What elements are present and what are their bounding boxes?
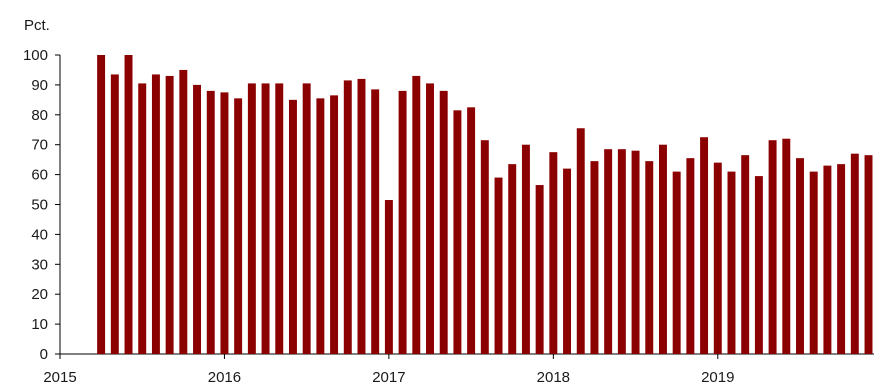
bar	[508, 164, 517, 354]
bar	[700, 137, 709, 354]
bar	[617, 149, 626, 354]
bar	[220, 92, 229, 354]
bar	[467, 107, 476, 354]
bar	[165, 75, 174, 355]
bar	[782, 138, 791, 354]
bar	[631, 150, 640, 354]
bar	[398, 90, 407, 354]
bar	[193, 84, 202, 355]
bar	[686, 158, 695, 354]
y-tick-label: 90	[31, 77, 48, 94]
bar	[138, 83, 147, 354]
bar	[110, 74, 119, 354]
bar	[713, 162, 722, 354]
bar	[864, 155, 873, 354]
y-tick-label: 50	[31, 197, 48, 214]
bar	[809, 171, 818, 354]
x-axis: 2015 2016 2017 2018 2019	[43, 353, 874, 386]
bar	[796, 158, 804, 354]
bar	[343, 80, 352, 354]
bar	[330, 95, 339, 355]
bar	[658, 144, 667, 354]
bar	[288, 99, 297, 354]
x-tick-label: 2016	[208, 369, 241, 386]
bar	[234, 98, 243, 354]
bar	[741, 155, 750, 354]
bar	[494, 177, 503, 354]
bar	[672, 171, 681, 354]
bar	[316, 98, 325, 354]
y-tick-label: 60	[31, 167, 48, 184]
bar	[480, 140, 489, 354]
y-tick-label: 0	[40, 346, 48, 363]
x-tick-label: 2019	[701, 369, 734, 386]
bar	[261, 83, 270, 354]
bar	[426, 83, 434, 354]
bar	[206, 90, 215, 354]
bar	[535, 185, 544, 354]
x-tick-label: 2015	[43, 369, 76, 386]
bar	[549, 152, 558, 354]
bar	[97, 55, 106, 354]
bar	[645, 161, 654, 354]
y-tick-label: 40	[31, 226, 48, 243]
y-axis: 0 10 20 30 40 50 60 70 80 90 100	[23, 47, 61, 363]
x-tick-label: 2017	[372, 369, 405, 386]
x-tick-label: 2018	[537, 369, 570, 386]
bar	[302, 83, 311, 354]
y-tick-label: 100	[23, 47, 48, 64]
bar	[754, 176, 763, 354]
y-tick-label: 80	[31, 107, 48, 124]
bar	[275, 83, 284, 354]
bar	[357, 78, 366, 355]
bar	[823, 165, 832, 354]
bar	[768, 140, 777, 354]
bar	[576, 128, 585, 354]
bar	[850, 153, 859, 354]
y-tick-label: 30	[31, 256, 48, 273]
bar	[412, 75, 421, 355]
bar	[384, 200, 393, 354]
bar	[590, 161, 599, 354]
bar	[124, 55, 133, 354]
y-tick-label: 70	[31, 137, 48, 154]
bar	[727, 171, 736, 354]
bar	[179, 69, 188, 354]
y-tick-label: 20	[31, 286, 48, 303]
bar	[247, 83, 256, 354]
bar	[439, 90, 448, 354]
bar	[151, 74, 160, 354]
bar	[563, 168, 572, 354]
y-tick-label: 10	[31, 316, 48, 333]
bar	[453, 110, 462, 354]
bar	[604, 149, 613, 354]
bar	[371, 89, 380, 354]
y-axis-label: Pct.	[24, 17, 50, 34]
bar	[521, 144, 530, 354]
bar-series	[97, 55, 873, 355]
bar	[837, 164, 846, 354]
